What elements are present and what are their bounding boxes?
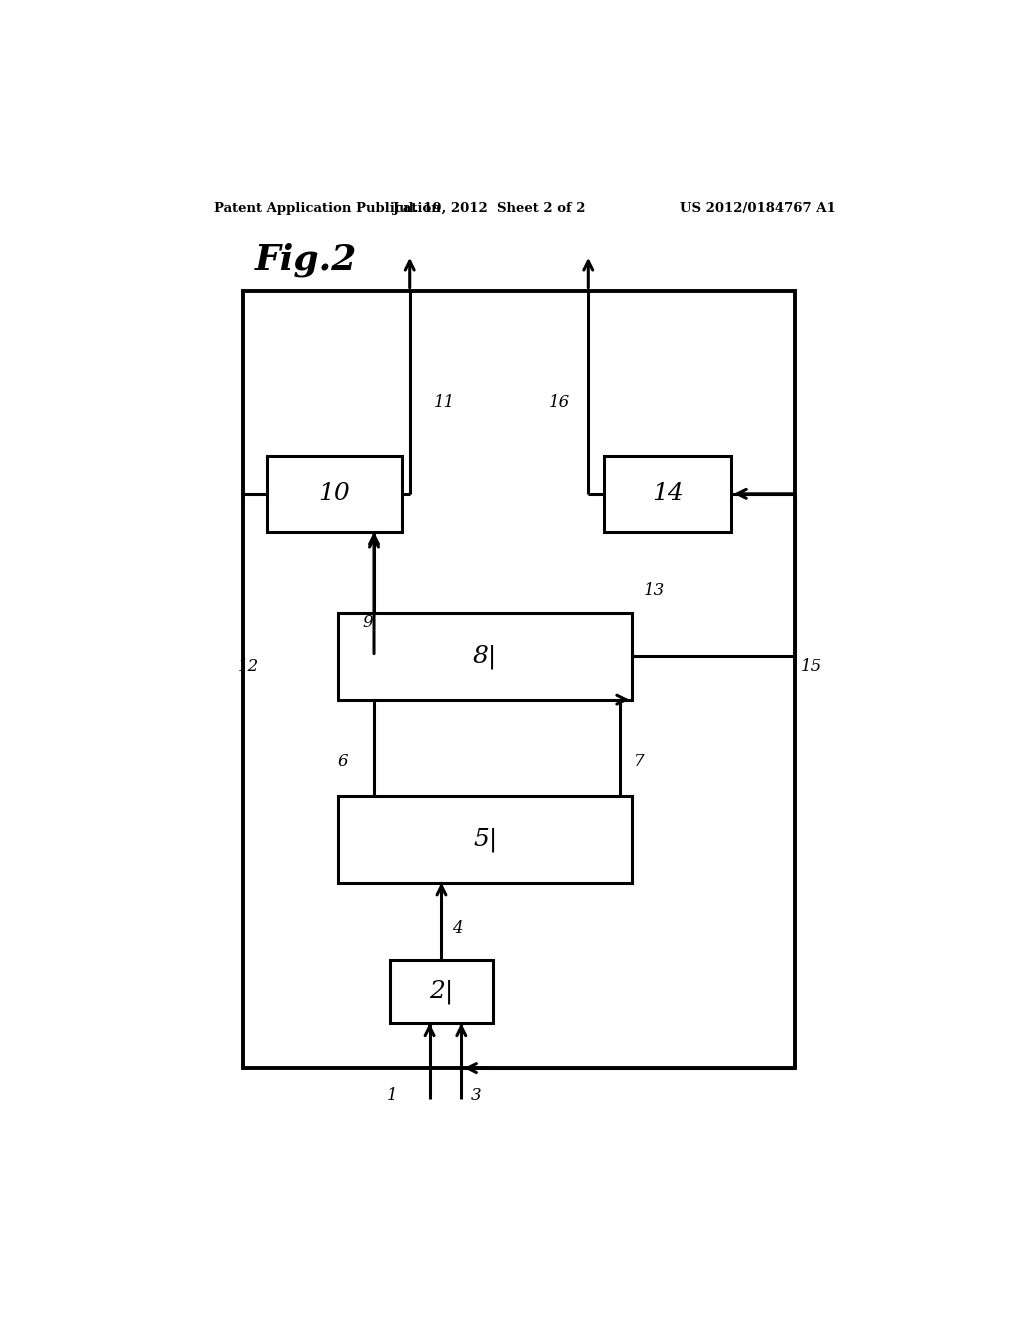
Text: US 2012/0184767 A1: US 2012/0184767 A1 [680,202,836,215]
Text: 10: 10 [318,482,350,506]
Text: 9: 9 [362,614,374,631]
Bar [390,961,494,1023]
Text: 7: 7 [634,752,645,770]
Text: 6: 6 [338,752,348,770]
Text: 13: 13 [644,582,666,599]
Text: 4: 4 [452,920,463,937]
Bar [338,614,632,700]
Text: 3: 3 [471,1088,481,1104]
Text: Jul. 19, 2012  Sheet 2 of 2: Jul. 19, 2012 Sheet 2 of 2 [393,202,586,215]
Bar [604,455,731,532]
Text: 15: 15 [801,659,822,675]
Text: Patent Application Publication: Patent Application Publication [214,202,440,215]
Text: 2|: 2| [429,979,454,1005]
Text: 14: 14 [651,482,684,506]
Bar [267,455,401,532]
Text: Fig.2: Fig.2 [255,243,357,277]
Text: 8|: 8| [473,644,498,669]
Text: 16: 16 [549,393,570,411]
Text: 11: 11 [434,393,456,411]
Text: 1: 1 [387,1088,397,1104]
Text: 12: 12 [238,659,259,675]
Text: 5|: 5| [473,828,498,851]
Bar [243,290,795,1068]
Bar [338,796,632,883]
